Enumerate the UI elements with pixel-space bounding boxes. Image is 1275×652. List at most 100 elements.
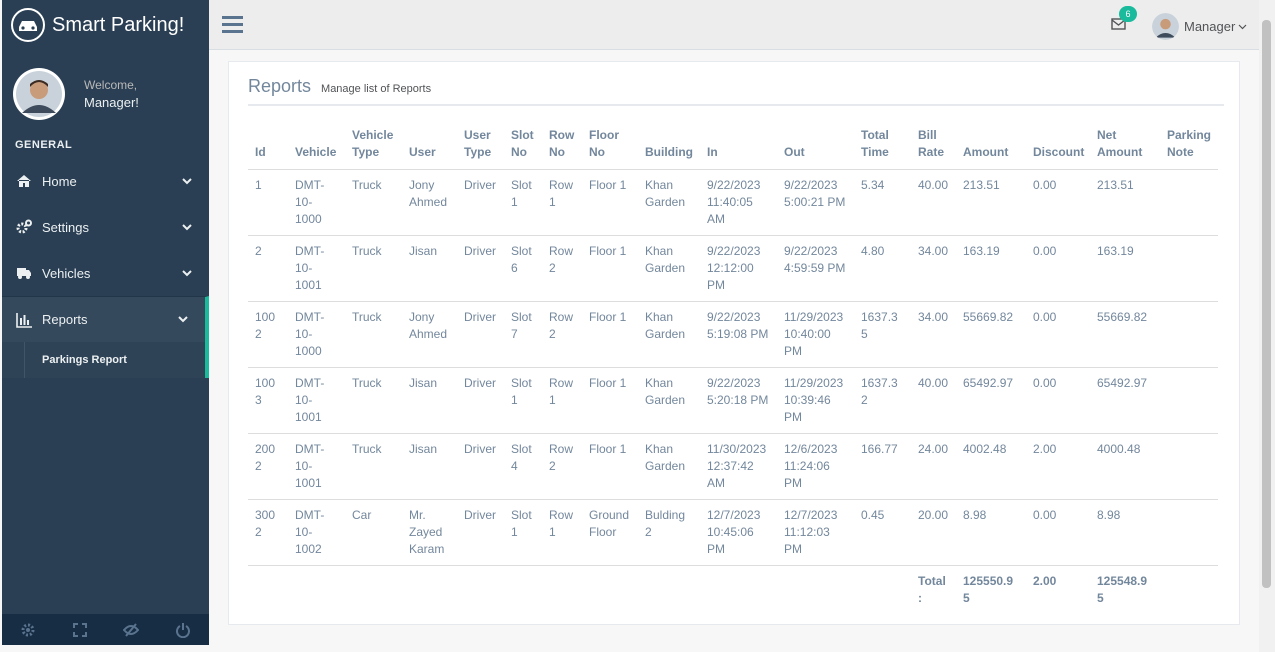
table-cell: 65492.97 — [1090, 367, 1160, 434]
column-header: User Type — [457, 121, 504, 170]
table-cell: 24.00 — [911, 433, 956, 500]
table-row: 1003 DMT-10-1001 Truck Jisan Driver Slot 1 Row… — [248, 367, 1218, 434]
menu-item[interactable]: Settings — [2, 204, 209, 250]
total-label: Total: — [911, 565, 956, 614]
menu-label: Reports — [42, 312, 88, 327]
user-name: Manager — [1184, 19, 1236, 34]
table-cell: 11/30/2023 12:37:42 AM — [700, 433, 777, 500]
table-cell: DMT-10-1001 — [288, 367, 345, 434]
table-cell: 12/6/2023 11:24:06 PM — [777, 433, 854, 500]
section-title: GENERAL — [15, 139, 73, 151]
menu-label: Home — [42, 173, 77, 189]
column-header: Id — [248, 121, 288, 170]
total-amount: 125550.95 — [956, 565, 1026, 614]
table-cell: 166.77 — [854, 433, 911, 500]
brand[interactable]: Smart Parking! — [2, 0, 209, 50]
table-cell — [1160, 565, 1218, 614]
table-cell: 0.00 — [1026, 235, 1090, 302]
table-cell: 1637.32 — [854, 367, 911, 434]
table-cell: Driver — [457, 367, 504, 434]
table-cell: Khan Garden — [638, 235, 700, 302]
brand-icon — [11, 8, 45, 42]
menu-item[interactable]: Vehicles — [2, 250, 209, 296]
table-cell: Slot 1 — [504, 367, 542, 434]
table-cell: 1003 — [248, 367, 288, 434]
table-cell: Ground Floor — [582, 499, 638, 566]
table-cell: 2 — [248, 235, 288, 302]
table-cell: 65492.97 — [956, 367, 1026, 434]
table-cell: Khan Garden — [638, 367, 700, 434]
user-name: Manager! — [84, 95, 139, 110]
table-cell: 2.00 — [1026, 433, 1090, 500]
table-cell — [402, 565, 457, 614]
table-cell: 11/29/2023 10:40:00 PM — [777, 301, 854, 368]
table-cell — [854, 565, 911, 614]
table-cell: Truck — [345, 235, 402, 302]
table-cell: Truck — [345, 169, 402, 236]
table-cell: Jisan — [402, 235, 457, 302]
menu-label: Vehicles — [42, 265, 91, 281]
table-cell — [345, 565, 402, 614]
table-cell — [1160, 499, 1218, 566]
lock-button[interactable] — [123, 622, 140, 638]
table-cell: 3002 — [248, 499, 288, 566]
sidebar-footer — [2, 614, 209, 645]
table-cell: DMT-10-1000 — [288, 169, 345, 236]
table-cell: 9/22/2023 5:20:18 PM — [700, 367, 777, 434]
table-cell: 40.00 — [911, 367, 956, 434]
table-cell — [504, 565, 542, 614]
menu-item[interactable]: Home — [2, 158, 209, 204]
welcome: Welcome, — [84, 78, 138, 92]
table-cell: DMT-10-1002 — [288, 499, 345, 566]
submenu-item[interactable]: Parkings Report — [2, 342, 209, 378]
avatar — [1152, 13, 1179, 40]
table-cell — [1160, 169, 1218, 236]
table-cell: 1002 — [248, 301, 288, 368]
table-cell — [288, 565, 345, 614]
table-cell: 213.51 — [1090, 169, 1160, 236]
table-cell: 0.00 — [1026, 367, 1090, 434]
caret — [1238, 24, 1247, 29]
column-header: Discount — [1026, 121, 1090, 170]
chevron — [182, 177, 192, 184]
table-cell: Floor 1 — [582, 433, 638, 500]
menu-item[interactable]: Reports — [2, 296, 209, 342]
table-cell: 163.19 — [956, 235, 1026, 302]
table-cell: Floor 1 — [582, 235, 638, 302]
table-cell: DMT-10-1000 — [288, 301, 345, 368]
table-cell: Row 1 — [542, 169, 582, 236]
table-cell: Row 1 — [542, 367, 582, 434]
table-cell: 0.00 — [1026, 169, 1090, 236]
table-cell: 34.00 — [911, 235, 956, 302]
table-cell: 12/7/2023 11:12:03 PM — [777, 499, 854, 566]
menu-icon — [16, 219, 32, 234]
column-header: Parking Note — [1160, 121, 1218, 170]
table-cell: 9/22/2023 12:12:00 PM — [700, 235, 777, 302]
settings-button[interactable] — [20, 622, 36, 638]
mail-icon[interactable] — [1111, 17, 1126, 30]
menu-toggle[interactable] — [222, 15, 243, 33]
total-discount: 2.00 — [1026, 565, 1090, 614]
table-cell: 1 — [248, 169, 288, 236]
table-cell: Truck — [345, 301, 402, 368]
table-cell — [700, 565, 777, 614]
total-row: Total: 125550.95 2.00 125548.95 — [248, 565, 1218, 614]
chevron — [182, 269, 192, 276]
table-cell: 8.98 — [1090, 499, 1160, 566]
table-cell: 40.00 — [911, 169, 956, 236]
avatar — [13, 68, 65, 120]
table-cell: Slot 1 — [504, 499, 542, 566]
menu-icon — [17, 268, 31, 279]
table-cell — [248, 565, 288, 614]
table-cell: Floor 1 — [582, 169, 638, 236]
table-cell — [777, 565, 854, 614]
table-cell: Driver — [457, 235, 504, 302]
scrollbar[interactable] — [1259, 0, 1275, 652]
logout-button[interactable] — [175, 622, 191, 638]
fullscreen-button[interactable] — [72, 622, 88, 638]
table-cell: 9/22/2023 11:40:05 AM — [700, 169, 777, 236]
user-menu[interactable]: Manager — [1152, 13, 1247, 40]
table-cell: Bulding 2 — [638, 499, 700, 566]
table-cell — [1160, 367, 1218, 434]
table-cell: 0.00 — [1026, 301, 1090, 368]
